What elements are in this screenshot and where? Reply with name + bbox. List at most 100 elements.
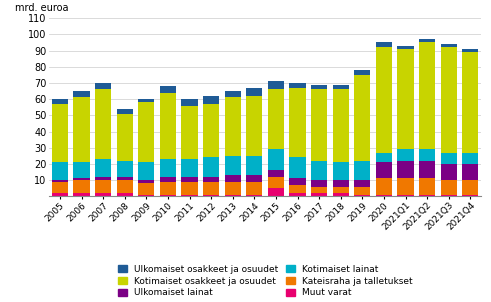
Bar bbox=[160, 177, 176, 182]
Bar bbox=[160, 93, 176, 159]
Bar bbox=[354, 195, 370, 196]
Bar bbox=[224, 156, 241, 175]
Bar bbox=[203, 104, 219, 157]
Bar bbox=[462, 153, 478, 164]
Bar bbox=[311, 180, 327, 187]
Bar bbox=[95, 177, 111, 180]
Bar bbox=[224, 98, 241, 156]
Bar bbox=[181, 99, 197, 106]
Bar bbox=[332, 85, 349, 89]
Bar bbox=[311, 193, 327, 196]
Bar bbox=[311, 89, 327, 161]
Bar bbox=[311, 85, 327, 89]
Bar bbox=[52, 99, 68, 104]
Bar bbox=[95, 83, 111, 89]
Bar bbox=[52, 182, 68, 193]
Bar bbox=[462, 49, 478, 52]
Bar bbox=[311, 187, 327, 193]
Bar bbox=[246, 195, 262, 196]
Bar bbox=[354, 75, 370, 161]
Bar bbox=[397, 46, 413, 49]
Bar bbox=[462, 52, 478, 153]
Bar bbox=[419, 161, 435, 178]
Bar bbox=[116, 177, 133, 180]
Bar bbox=[268, 170, 284, 177]
Bar bbox=[116, 114, 133, 161]
Bar bbox=[397, 178, 413, 195]
Bar bbox=[397, 195, 413, 196]
Bar bbox=[181, 182, 197, 195]
Bar bbox=[289, 157, 305, 178]
Bar bbox=[52, 162, 68, 180]
Bar bbox=[246, 156, 262, 175]
Bar bbox=[462, 195, 478, 196]
Bar bbox=[138, 102, 154, 162]
Bar bbox=[376, 195, 392, 196]
Bar bbox=[52, 180, 68, 182]
Bar bbox=[160, 195, 176, 196]
Bar bbox=[181, 195, 197, 196]
Bar bbox=[332, 193, 349, 196]
Bar bbox=[246, 96, 262, 156]
Bar bbox=[376, 47, 392, 153]
Bar bbox=[354, 161, 370, 180]
Bar bbox=[74, 178, 89, 180]
Bar bbox=[95, 159, 111, 177]
Bar bbox=[440, 153, 457, 164]
Bar bbox=[268, 81, 284, 89]
Bar bbox=[160, 86, 176, 93]
Bar bbox=[397, 149, 413, 161]
Bar bbox=[289, 178, 305, 185]
Bar bbox=[440, 44, 457, 47]
Bar bbox=[354, 187, 370, 195]
Bar bbox=[332, 89, 349, 162]
Bar bbox=[246, 175, 262, 182]
Bar bbox=[268, 89, 284, 149]
Bar bbox=[203, 96, 219, 104]
Bar bbox=[203, 182, 219, 195]
Bar bbox=[224, 91, 241, 98]
Bar bbox=[376, 153, 392, 162]
Bar bbox=[419, 149, 435, 161]
Bar bbox=[95, 89, 111, 159]
Bar bbox=[268, 149, 284, 170]
Bar bbox=[116, 161, 133, 177]
Bar bbox=[332, 180, 349, 187]
Bar bbox=[376, 178, 392, 195]
Bar bbox=[181, 106, 197, 159]
Bar bbox=[289, 193, 305, 196]
Bar bbox=[419, 178, 435, 195]
Bar bbox=[332, 162, 349, 180]
Bar bbox=[138, 183, 154, 195]
Bar bbox=[52, 104, 68, 162]
Bar bbox=[74, 162, 89, 178]
Bar bbox=[289, 83, 305, 88]
Bar bbox=[462, 180, 478, 195]
Bar bbox=[224, 182, 241, 195]
Bar bbox=[268, 188, 284, 196]
Bar bbox=[440, 47, 457, 153]
Bar bbox=[311, 161, 327, 180]
Bar bbox=[138, 195, 154, 196]
Bar bbox=[354, 180, 370, 187]
Bar bbox=[203, 177, 219, 182]
Bar bbox=[181, 177, 197, 182]
Bar bbox=[203, 195, 219, 196]
Bar bbox=[95, 180, 111, 193]
Bar bbox=[397, 49, 413, 149]
Bar bbox=[419, 195, 435, 196]
Bar bbox=[440, 164, 457, 180]
Bar bbox=[95, 193, 111, 196]
Bar bbox=[419, 39, 435, 42]
Bar bbox=[224, 175, 241, 182]
Bar bbox=[116, 109, 133, 114]
Bar bbox=[419, 42, 435, 149]
Bar bbox=[246, 182, 262, 195]
Bar bbox=[74, 180, 89, 193]
Bar bbox=[116, 180, 133, 193]
Bar bbox=[138, 180, 154, 183]
Bar bbox=[440, 180, 457, 195]
Bar bbox=[376, 162, 392, 178]
Bar bbox=[160, 159, 176, 177]
Bar bbox=[397, 161, 413, 178]
